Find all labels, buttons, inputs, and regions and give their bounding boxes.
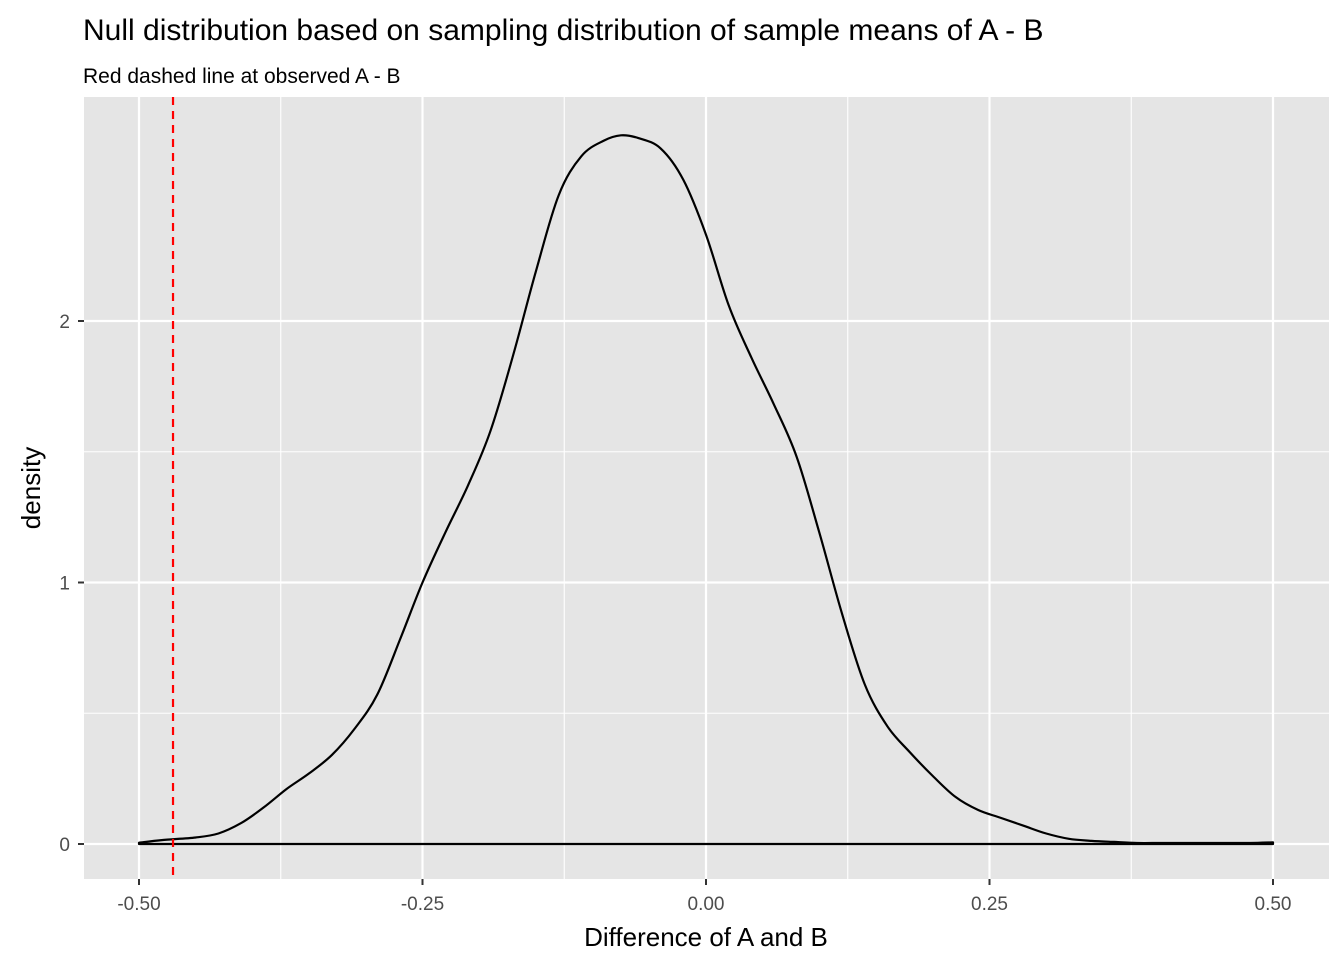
x-tick-label: -0.25 bbox=[401, 894, 444, 915]
axes: -0.50 -0.25 0.00 0.25 0.50 0 1 2 bbox=[59, 312, 1291, 915]
y-axis-title: density bbox=[16, 447, 46, 529]
y-tick-label: 2 bbox=[59, 312, 70, 333]
chart-subtitle: Red dashed line at observed A - B bbox=[83, 65, 401, 88]
x-axis-title: Difference of A and B bbox=[584, 922, 828, 952]
y-tick-label: 1 bbox=[59, 574, 70, 595]
x-tick-label: -0.50 bbox=[117, 894, 160, 915]
x-tick-label: 0.25 bbox=[971, 894, 1008, 915]
y-tick-label: 0 bbox=[59, 835, 70, 856]
chart-title: Null distribution based on sampling dist… bbox=[83, 14, 1044, 47]
density-curve bbox=[137, 134, 1275, 846]
chart-marks bbox=[137, 97, 1275, 879]
x-tick-label: 0.00 bbox=[688, 894, 725, 915]
x-tick-label: 0.50 bbox=[1255, 894, 1292, 915]
